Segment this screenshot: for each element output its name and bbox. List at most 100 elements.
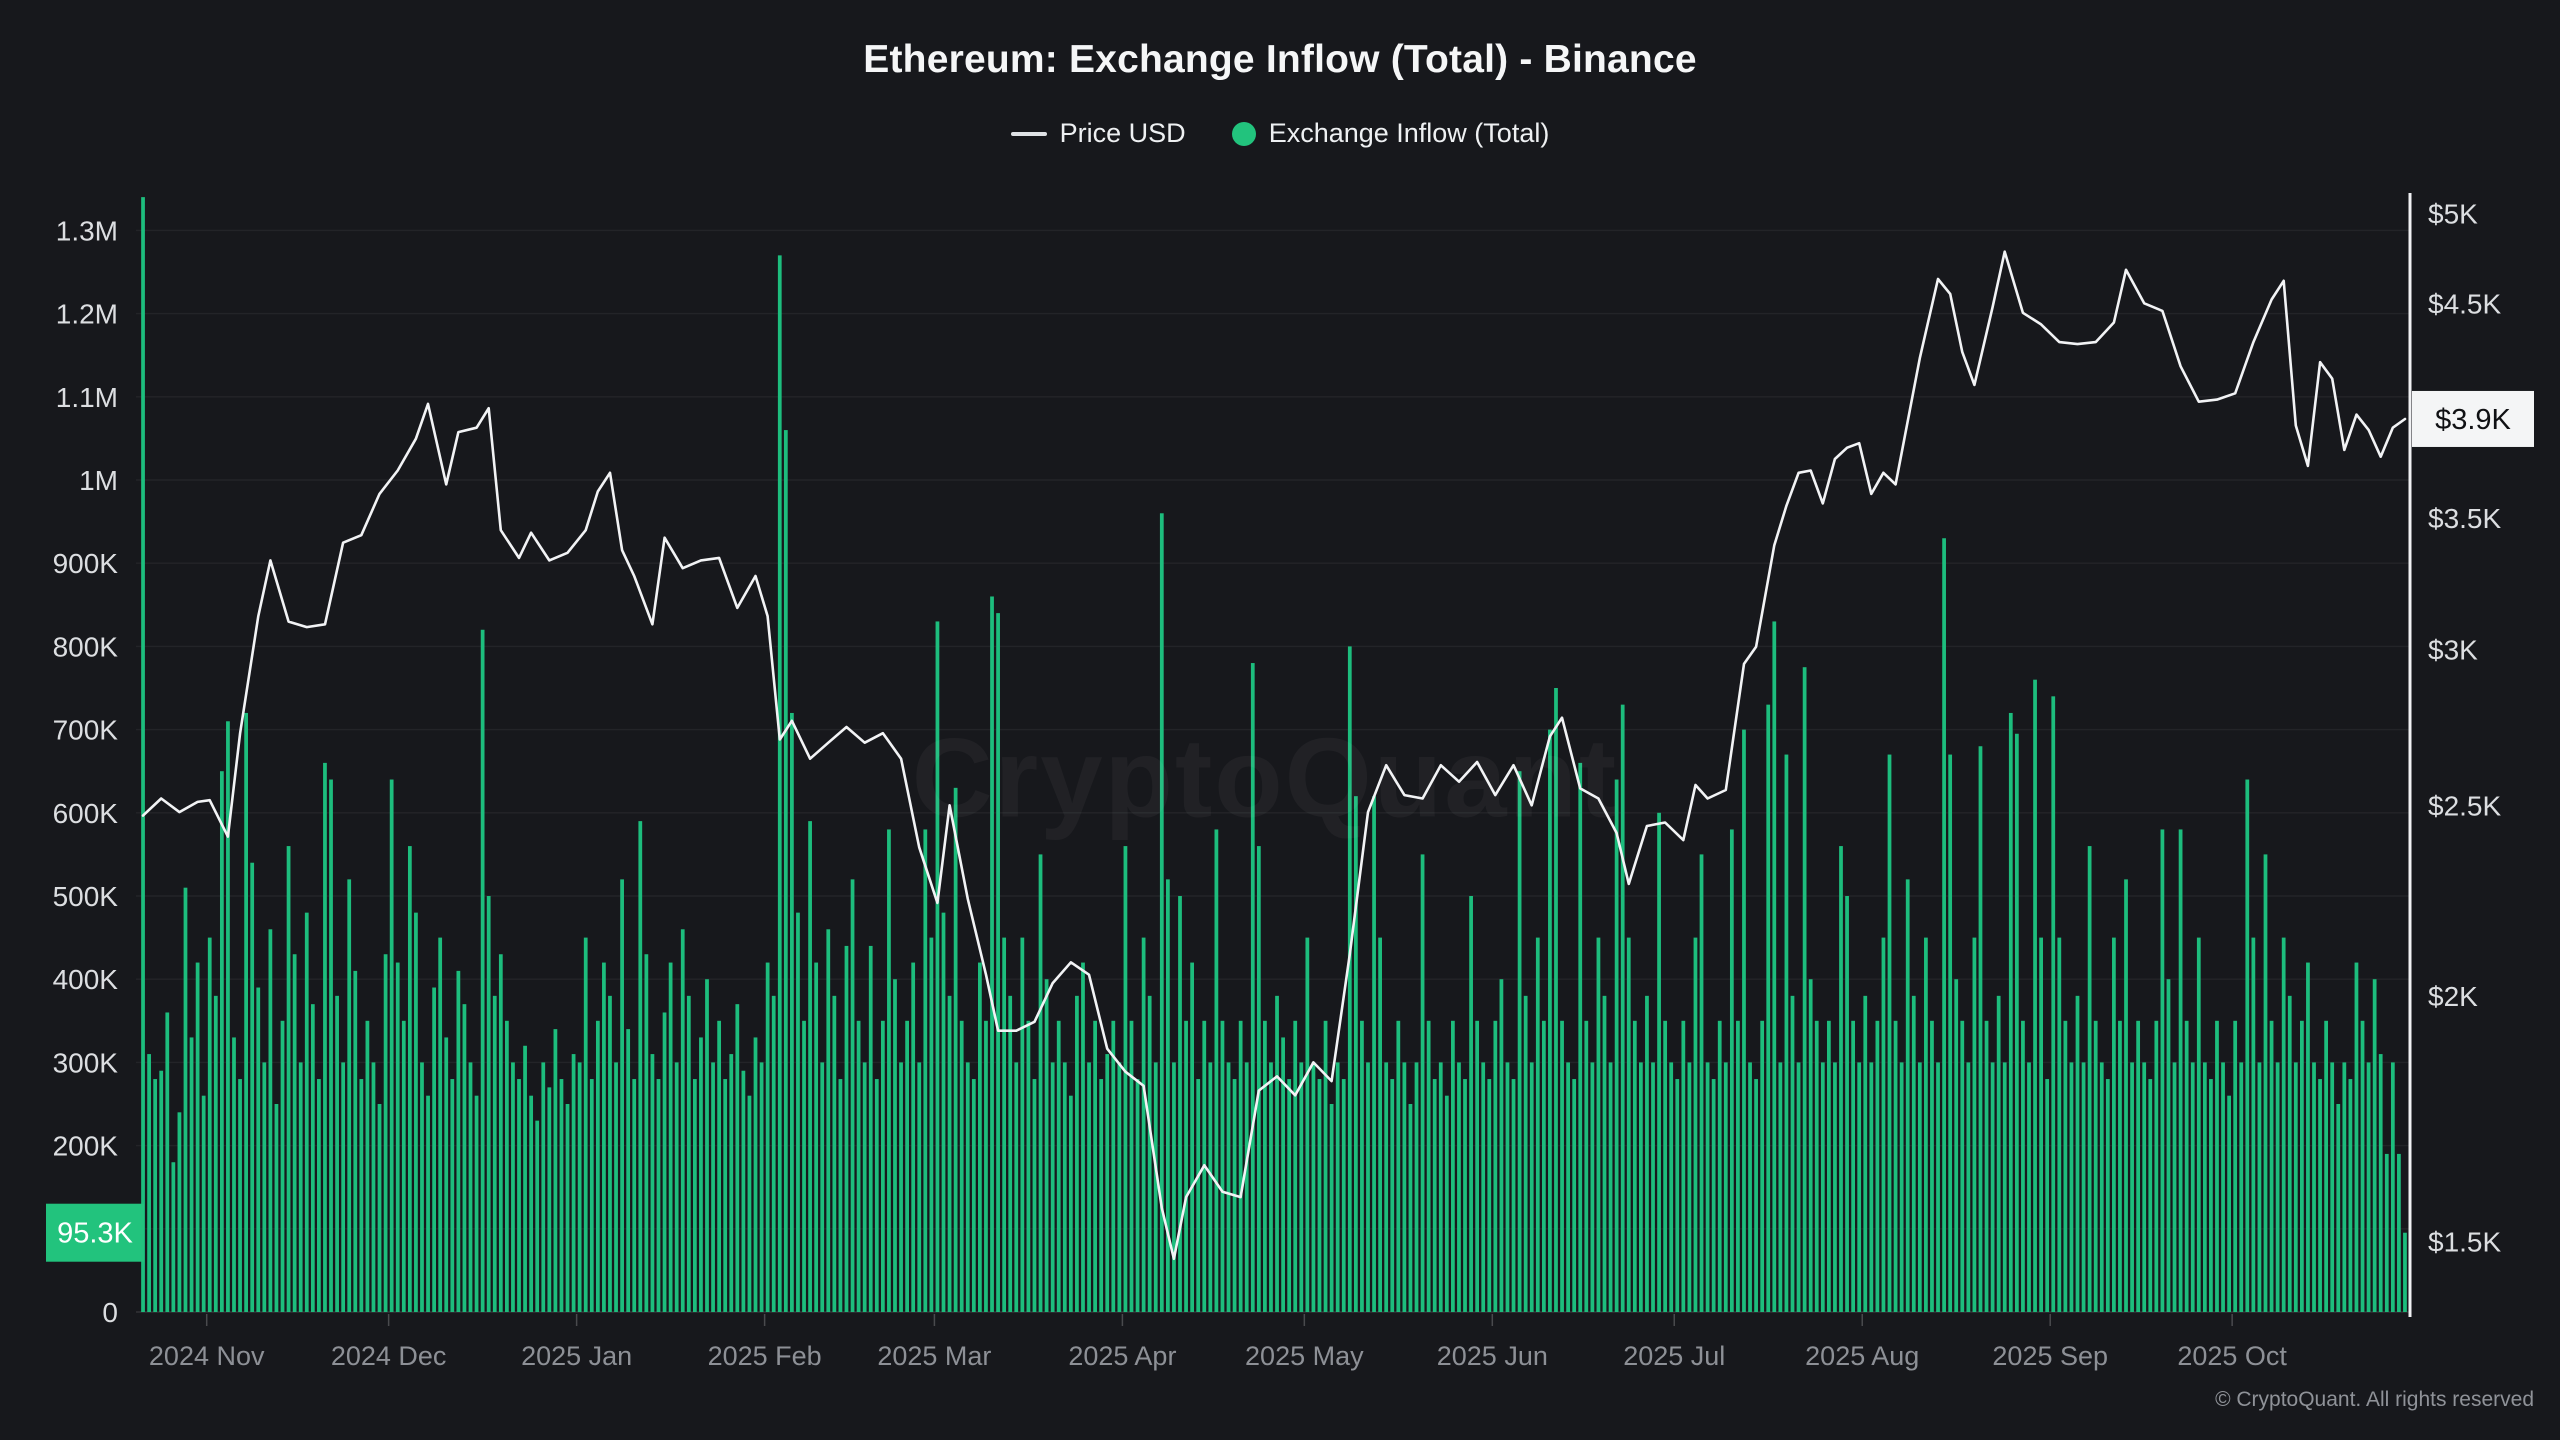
inflow-bar[interactable]: [535, 1120, 540, 1312]
inflow-bar[interactable]: [1851, 1020, 1856, 1312]
inflow-bar[interactable]: [735, 1004, 740, 1312]
inflow-bar[interactable]: [371, 1062, 376, 1312]
inflow-bar[interactable]: [1469, 896, 1473, 1312]
inflow-bar[interactable]: [1081, 962, 1085, 1312]
inflow-bar[interactable]: [1147, 995, 1152, 1312]
inflow-bar[interactable]: [141, 197, 145, 1312]
inflow-bar[interactable]: [2063, 1020, 2068, 1312]
inflow-bar[interactable]: [1196, 1079, 1201, 1312]
inflow-bar[interactable]: [2348, 1079, 2353, 1312]
inflow-bar[interactable]: [935, 621, 940, 1312]
inflow-bar[interactable]: [595, 1020, 600, 1312]
inflow-bar[interactable]: [705, 979, 709, 1312]
inflow-bar[interactable]: [1493, 1020, 1498, 1312]
inflow-bar[interactable]: [759, 1062, 764, 1312]
inflow-bar[interactable]: [965, 1062, 970, 1312]
inflow-bar[interactable]: [1924, 937, 1928, 1312]
inflow-bar[interactable]: [2051, 696, 2056, 1312]
inflow-bar[interactable]: [1717, 1020, 1722, 1312]
inflow-bar[interactable]: [1517, 771, 1522, 1312]
inflow-bar[interactable]: [207, 937, 212, 1312]
inflow-bar[interactable]: [2245, 779, 2250, 1312]
inflow-bar[interactable]: [1736, 1020, 1740, 1312]
inflow-bar[interactable]: [644, 954, 649, 1312]
inflow-bar[interactable]: [1826, 1020, 1831, 1312]
inflow-bar[interactable]: [1044, 979, 1049, 1312]
inflow-bar[interactable]: [2384, 1153, 2389, 1312]
inflow-bar[interactable]: [1347, 646, 1352, 1312]
inflow-bar[interactable]: [2014, 733, 2019, 1312]
inflow-bar[interactable]: [1899, 1062, 1904, 1312]
inflow-bar[interactable]: [2099, 1062, 2104, 1312]
inflow-bar[interactable]: [1178, 896, 1182, 1312]
inflow-bar[interactable]: [1572, 1079, 1577, 1312]
inflow-bar[interactable]: [317, 1079, 321, 1312]
inflow-bar[interactable]: [1566, 1062, 1570, 1312]
inflow-bar[interactable]: [1153, 1062, 1158, 1312]
inflow-bar[interactable]: [1651, 1062, 1655, 1312]
inflow-bar[interactable]: [1608, 1062, 1613, 1312]
inflow-bar[interactable]: [1802, 667, 1807, 1312]
inflow-bar[interactable]: [480, 629, 485, 1312]
inflow-bar[interactable]: [1317, 1079, 1322, 1312]
inflow-bar[interactable]: [1432, 1079, 1437, 1312]
inflow-bar[interactable]: [444, 1037, 449, 1312]
inflow-bar[interactable]: [1184, 1020, 1188, 1312]
inflow-bar[interactable]: [1214, 829, 1219, 1312]
inflow-bar[interactable]: [2008, 712, 2013, 1312]
inflow-bar[interactable]: [2039, 937, 2043, 1312]
inflow-bar[interactable]: [699, 1037, 703, 1312]
inflow-bar[interactable]: [426, 1095, 430, 1312]
inflow-bar[interactable]: [256, 987, 261, 1312]
inflow-bar[interactable]: [244, 712, 248, 1312]
inflow-bar[interactable]: [2184, 1020, 2189, 1312]
inflow-bar[interactable]: [1444, 1095, 1449, 1312]
inflow-bar[interactable]: [1729, 829, 1734, 1312]
inflow-bar[interactable]: [2403, 1232, 2407, 1312]
inflow-bar[interactable]: [2057, 937, 2062, 1312]
inflow-bar[interactable]: [407, 846, 412, 1312]
price-line[interactable]: [141, 250, 2407, 1261]
inflow-bar[interactable]: [723, 1079, 728, 1312]
inflow-bar[interactable]: [420, 1062, 424, 1312]
inflow-bar[interactable]: [1481, 1062, 1486, 1312]
inflow-bar[interactable]: [814, 962, 819, 1312]
inflow-bar[interactable]: [1839, 846, 1843, 1312]
inflow-bar[interactable]: [1056, 1020, 1061, 1312]
inflow-bar[interactable]: [1384, 1062, 1389, 1312]
inflow-bar[interactable]: [2166, 979, 2171, 1312]
inflow-bar[interactable]: [620, 879, 624, 1312]
inflow-bar[interactable]: [1075, 995, 1079, 1312]
inflow-bar[interactable]: [1778, 1062, 1783, 1312]
inflow-bar[interactable]: [1420, 854, 1425, 1312]
inflow-bar[interactable]: [1529, 1062, 1534, 1312]
inflow-bar[interactable]: [2033, 679, 2037, 1312]
inflow-bar[interactable]: [1911, 995, 1916, 1312]
inflow-bar[interactable]: [165, 1012, 170, 1312]
inflow-bar[interactable]: [1614, 779, 1619, 1312]
inflow-bar[interactable]: [1366, 1062, 1370, 1312]
inflow-bar[interactable]: [1250, 663, 1255, 1312]
inflow-bar[interactable]: [1166, 879, 1170, 1312]
inflow-bar[interactable]: [1293, 1020, 1298, 1312]
inflow-bar[interactable]: [2378, 1054, 2383, 1312]
inflow-bar[interactable]: [395, 962, 400, 1312]
inflow-bar[interactable]: [1796, 1062, 1801, 1312]
inflow-bar[interactable]: [226, 721, 230, 1312]
inflow-bar[interactable]: [377, 1104, 382, 1312]
inflow-bar[interactable]: [1172, 1062, 1176, 1312]
inflow-bar[interactable]: [668, 962, 673, 1312]
inflow-bar[interactable]: [1341, 1079, 1346, 1312]
inflow-bar[interactable]: [1996, 995, 2001, 1312]
inflow-bar[interactable]: [450, 1079, 455, 1312]
inflow-bar[interactable]: [1942, 538, 1946, 1312]
inflow-bar[interactable]: [1984, 1020, 1989, 1312]
inflow-bar[interactable]: [1335, 1062, 1340, 1312]
inflow-bar[interactable]: [1845, 896, 1849, 1312]
inflow-bar[interactable]: [2306, 962, 2310, 1312]
inflow-bar[interactable]: [953, 787, 958, 1312]
inflow-bar[interactable]: [389, 779, 394, 1312]
legend-item-inflow[interactable]: Exchange Inflow (Total): [1231, 118, 1549, 149]
inflow-bar[interactable]: [1111, 1020, 1116, 1312]
inflow-bar[interactable]: [656, 1079, 661, 1312]
